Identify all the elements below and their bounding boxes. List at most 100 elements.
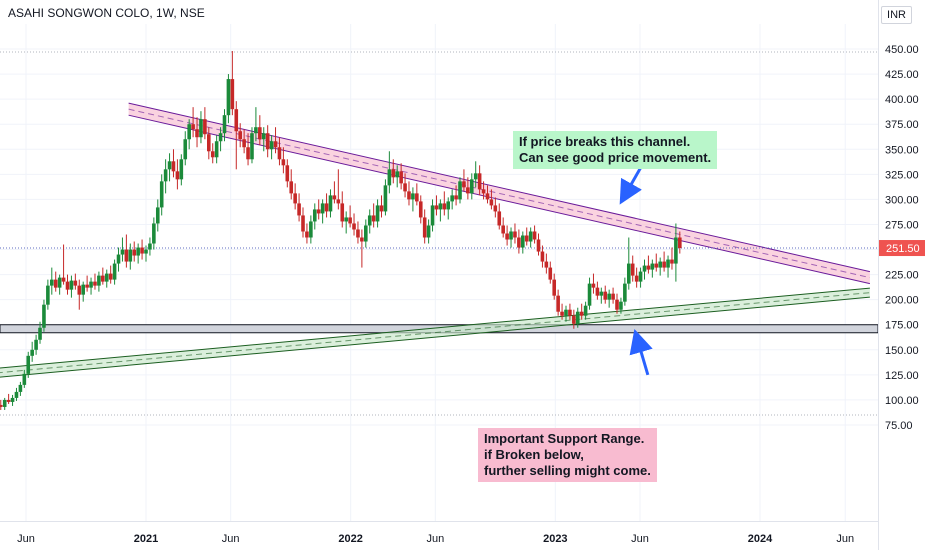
candle-body xyxy=(187,124,191,140)
candle-body xyxy=(136,247,140,256)
price-tick-label: 400.00 xyxy=(885,94,919,106)
candle-body xyxy=(556,295,560,312)
annotation-line: further selling might come. xyxy=(484,463,651,478)
candle-body xyxy=(144,249,148,254)
candle-body xyxy=(654,263,659,268)
candle-body xyxy=(258,127,262,140)
candle-body xyxy=(587,283,592,306)
candle-body xyxy=(183,139,188,160)
candle-body xyxy=(611,293,615,300)
candle-body xyxy=(371,215,376,222)
candle-body xyxy=(638,271,643,282)
annotation-arrow xyxy=(629,329,653,376)
candle-body xyxy=(477,173,482,190)
price-tick-label: 100.00 xyxy=(885,395,919,407)
candle-body xyxy=(485,193,490,200)
candle-body xyxy=(155,207,160,224)
candle-body xyxy=(524,235,529,242)
support-channel-upper-line xyxy=(0,287,870,369)
annotation-support-range: Important Support Range. if Broken below… xyxy=(478,428,657,482)
price-axis: 75.00 100.00 125.00 150.00 175.00 200.00 225.0… xyxy=(885,44,919,432)
candle-body xyxy=(560,311,564,316)
candle-body xyxy=(501,225,505,234)
annotation-channel-break: If price breaks this channel. Can see go… xyxy=(513,131,718,169)
candle-body xyxy=(678,237,682,249)
candle-body xyxy=(265,133,270,150)
price-tick-label: 425.00 xyxy=(885,69,919,81)
candle-body xyxy=(152,223,156,244)
candle-body xyxy=(446,201,451,210)
candle-body xyxy=(642,265,647,272)
candle-body xyxy=(104,273,109,282)
candle-body xyxy=(513,231,517,238)
currency-selector[interactable]: INR xyxy=(881,6,912,24)
candle-body xyxy=(497,211,502,226)
price-tick-label: 375.00 xyxy=(885,119,919,131)
candle-body xyxy=(532,231,537,240)
candle-body xyxy=(344,217,348,222)
candle-body xyxy=(175,171,180,180)
candle-body xyxy=(415,193,419,202)
candle-body xyxy=(650,263,655,270)
candle-body xyxy=(250,133,254,160)
candle-body xyxy=(462,181,466,188)
candle-body xyxy=(312,209,317,222)
candle-body xyxy=(167,161,172,170)
annotation-line: Can see good price movement. xyxy=(519,150,712,165)
candle-body xyxy=(521,235,525,248)
annotation-line: if Broken below, xyxy=(484,447,584,462)
candle-body xyxy=(595,287,600,296)
candle-body xyxy=(42,304,46,328)
candle-body xyxy=(26,355,31,374)
candle-body xyxy=(30,349,34,356)
candle-body xyxy=(509,231,513,240)
candle-body xyxy=(458,181,462,200)
candle-body xyxy=(199,119,203,138)
candle-body xyxy=(336,199,341,204)
candle-body xyxy=(399,171,403,184)
candle-body xyxy=(77,285,82,295)
candle-body xyxy=(309,221,313,238)
candle-body xyxy=(548,267,553,280)
candle-body xyxy=(85,284,89,288)
time-tick-label: Jun xyxy=(631,533,649,545)
candle-body xyxy=(2,399,7,407)
candle-body xyxy=(132,249,137,256)
candle-body xyxy=(670,259,674,264)
candle-body xyxy=(395,171,400,178)
candle-body xyxy=(438,203,443,210)
candle-body xyxy=(552,279,557,296)
candle-body xyxy=(674,237,678,264)
candle-body xyxy=(97,275,101,286)
candle-body xyxy=(14,391,19,398)
candle-body xyxy=(383,185,388,212)
candles xyxy=(0,51,682,410)
candle-body xyxy=(324,203,329,212)
candle-body xyxy=(69,280,74,290)
chart-title: ASAHI SONGWON COLO, 1W, NSE xyxy=(8,6,205,20)
candle-body xyxy=(53,279,58,288)
candle-body xyxy=(0,404,3,407)
time-tick-label: 2023 xyxy=(543,533,567,545)
candle-body xyxy=(81,284,85,295)
support-channel-lower-line xyxy=(0,296,870,378)
candle-body xyxy=(630,263,635,276)
candle-body xyxy=(599,291,604,296)
price-tick-label: 300.00 xyxy=(885,194,919,206)
candle-body xyxy=(367,215,372,226)
candle-body xyxy=(481,189,486,194)
candle-body xyxy=(34,339,38,350)
candle-body xyxy=(73,280,78,286)
candle-body xyxy=(591,283,596,288)
candle-body xyxy=(171,161,176,172)
price-tick-label: 275.00 xyxy=(885,219,919,231)
candle-body xyxy=(662,261,666,268)
candle-body xyxy=(391,169,396,178)
candle-body xyxy=(305,231,309,238)
candle-body xyxy=(195,129,199,138)
time-tick-label: 2024 xyxy=(748,533,773,545)
candle-body xyxy=(207,134,211,152)
candle-body xyxy=(101,275,105,282)
